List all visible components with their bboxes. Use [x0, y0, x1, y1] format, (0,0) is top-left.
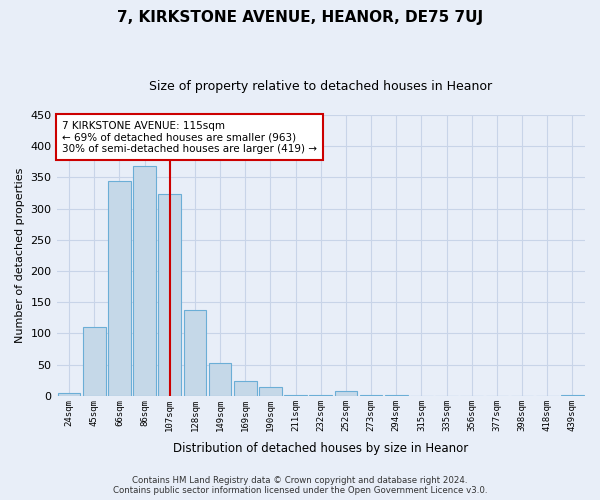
Text: Contains HM Land Registry data © Crown copyright and database right 2024.
Contai: Contains HM Land Registry data © Crown c… — [113, 476, 487, 495]
Bar — [184, 310, 206, 396]
Bar — [108, 180, 131, 396]
Bar — [385, 395, 407, 396]
Bar — [133, 166, 156, 396]
Bar — [335, 392, 357, 396]
Bar — [259, 387, 282, 396]
Title: Size of property relative to detached houses in Heanor: Size of property relative to detached ho… — [149, 80, 493, 93]
Bar — [234, 381, 257, 396]
Bar — [310, 395, 332, 396]
Bar — [561, 394, 584, 396]
Bar — [158, 194, 181, 396]
X-axis label: Distribution of detached houses by size in Heanor: Distribution of detached houses by size … — [173, 442, 469, 455]
Y-axis label: Number of detached properties: Number of detached properties — [15, 168, 25, 343]
Bar — [209, 363, 232, 396]
Bar — [360, 394, 382, 396]
Bar — [83, 327, 106, 396]
Text: 7 KIRKSTONE AVENUE: 115sqm
← 69% of detached houses are smaller (963)
30% of sem: 7 KIRKSTONE AVENUE: 115sqm ← 69% of deta… — [62, 120, 317, 154]
Bar — [284, 395, 307, 396]
Text: 7, KIRKSTONE AVENUE, HEANOR, DE75 7UJ: 7, KIRKSTONE AVENUE, HEANOR, DE75 7UJ — [117, 10, 483, 25]
Bar — [58, 392, 80, 396]
